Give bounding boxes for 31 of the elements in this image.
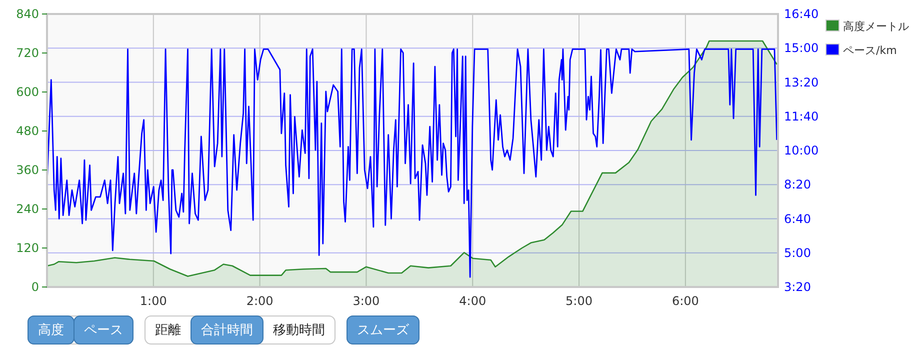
text: 合計時間 [201,323,253,338]
y-tick-label: 120 [16,241,39,255]
y2-tick-label: 16:40 [784,7,819,21]
y2-tick-label: 3:20 [784,280,811,294]
text: 距離 [155,323,181,338]
x-tick-label: 4:00 [459,294,486,308]
y-tick-label: 720 [16,46,39,60]
x-tick-label: 3:00 [352,294,380,308]
y2-tick-label: 8:20 [784,178,811,192]
y2-tick-label: 5:00 [784,246,811,260]
text: 高度 [38,322,64,338]
x-tick-label: 2:00 [246,294,274,308]
y-tick-label: 240 [16,202,39,216]
y2-tick-label: 15:00 [784,41,819,56]
y-tick-label: 840 [16,7,39,21]
y-tick-label: 0 [31,280,39,294]
text: ペース [84,323,123,338]
x-tick-label: 1:00 [140,294,167,308]
text: スムーズ [357,323,410,338]
y2-tick-label: 13:20 [784,75,819,90]
y2-tick-label: 6:40 [784,212,811,226]
y2-tick-label: 10:00 [784,144,819,158]
legend-label: ペース/km [843,44,897,57]
legend-label: 高度メートル [843,20,909,33]
x-tick-label: 5:00 [566,294,592,308]
y-tick-label: 480 [16,124,39,138]
text: 移動時間 [273,323,325,338]
y-tick-label: 600 [16,85,39,99]
y-tick-label: 360 [16,163,39,177]
x-tick-label: 6:00 [672,294,699,308]
y2-tick-label: 11:40 [784,109,819,124]
